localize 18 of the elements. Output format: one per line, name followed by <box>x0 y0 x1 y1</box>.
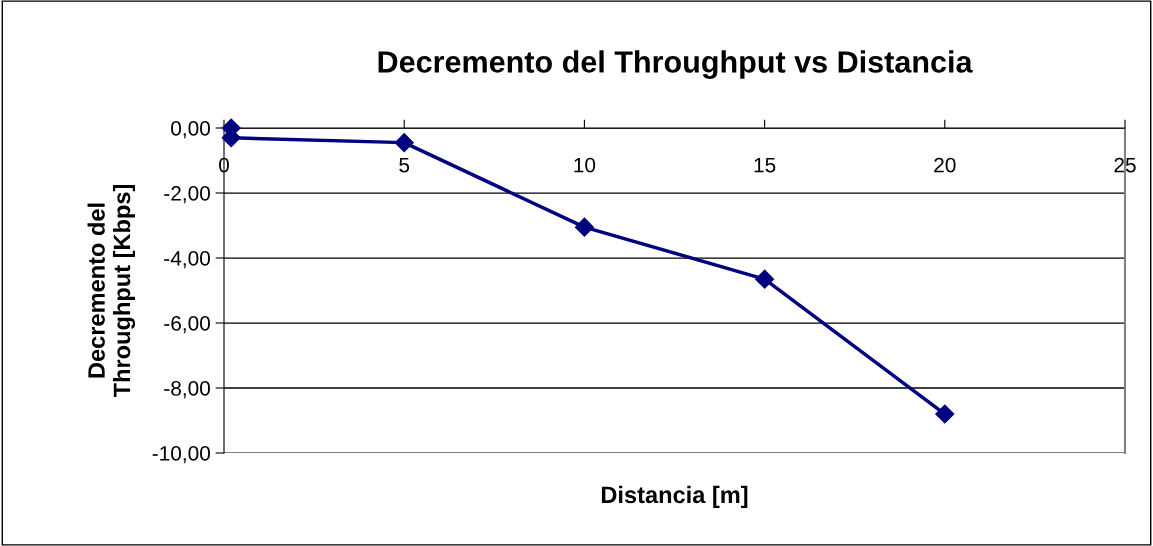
x-tick-label: 5 <box>399 157 410 173</box>
y-tick-label: -4,00 <box>164 251 210 269</box>
x-tick-label: 15 <box>754 157 776 173</box>
y-tick-label: 0,00 <box>171 121 210 139</box>
chart-title: Decremento del Throughput vs Distancia <box>378 50 973 79</box>
x-axis-title: Distancia [m] <box>601 485 748 508</box>
y-tick-label: -8,00 <box>164 381 210 399</box>
x-tick-label: 25 <box>1114 157 1136 173</box>
point <box>394 133 414 153</box>
x-tick-label: 20 <box>934 157 956 173</box>
y-tick-label: -2,00 <box>164 186 210 204</box>
y-tick-label: -6,00 <box>164 316 210 334</box>
y-tick-label: -10,00 <box>152 446 210 464</box>
y-axis-title: Decremento del Throughput [Kbps] <box>87 184 136 398</box>
x-tick-label: 10 <box>574 157 596 173</box>
point <box>935 404 955 424</box>
point <box>755 269 775 289</box>
point <box>574 217 594 237</box>
